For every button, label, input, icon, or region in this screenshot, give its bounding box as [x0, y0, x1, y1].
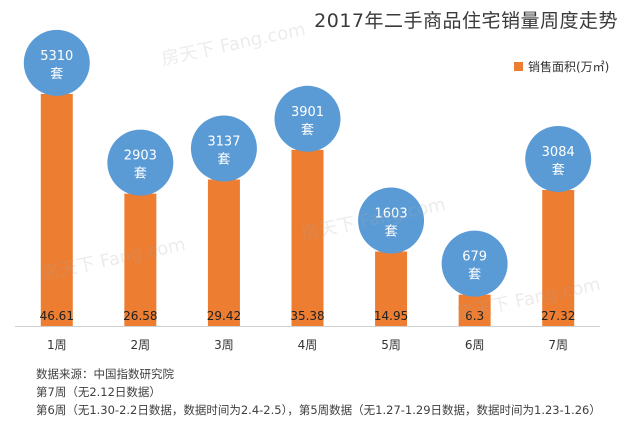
- count-unit-label: 套: [385, 224, 398, 240]
- bar-value-label: 6.3: [465, 309, 484, 323]
- count-value-label: 2903: [124, 149, 157, 164]
- count-bubble: [274, 85, 341, 152]
- count-bubble: [23, 29, 90, 96]
- count-value-label: 3137: [207, 134, 240, 149]
- bar: [375, 251, 408, 326]
- bar: [40, 93, 73, 326]
- bar: [542, 189, 575, 326]
- bar: [291, 149, 324, 326]
- bar-value-label: 26.58: [123, 309, 157, 323]
- x-tick-label: 2周: [131, 338, 151, 352]
- count-bubble: [441, 230, 508, 297]
- bar-value-label: 29.42: [207, 309, 241, 323]
- count-bubble: [358, 187, 425, 254]
- count-value-label: 1603: [375, 207, 408, 222]
- bar: [124, 193, 157, 326]
- x-tick-label: 3周: [214, 338, 234, 352]
- note-source: 数据来源：中国指数研究院: [36, 367, 174, 381]
- count-unit-label: 套: [552, 162, 565, 178]
- count-bubble: [107, 129, 174, 196]
- note-week6-5: 第6周（无1.30-2.2日数据，数据时间为2.4-2.5），第5周数据（无1.…: [36, 403, 601, 417]
- chart-title: 2017年二手商品住宅销量周度走势: [314, 10, 618, 32]
- count-bubble: [190, 115, 257, 182]
- x-tick-label: 5周: [381, 338, 401, 352]
- bar-value-label: 46.61: [40, 309, 74, 323]
- notes: 数据来源：中国指数研究院 第7周（无2.12日数据） 第6周（无1.30-2.2…: [36, 365, 601, 419]
- count-unit-label: 套: [301, 122, 314, 138]
- legend-swatch: [514, 62, 523, 71]
- count-bubble: [525, 125, 592, 192]
- bar-value-label: 14.95: [374, 309, 408, 323]
- x-tick-label: 6周: [465, 338, 485, 352]
- count-unit-label: 套: [50, 66, 63, 82]
- bar-value-label: 35.38: [290, 309, 324, 323]
- count-value-label: 5310: [40, 49, 73, 64]
- x-tick-label: 1周: [47, 338, 67, 352]
- legend-label: 销售面积(万㎡): [528, 60, 610, 74]
- count-unit-label: 套: [468, 267, 481, 283]
- bar-value-label: 27.32: [541, 309, 575, 323]
- count-unit-label: 套: [217, 151, 230, 167]
- note-week7: 第7周（无2.12日数据）: [36, 385, 161, 399]
- bar: [207, 179, 240, 326]
- x-tick-label: 4周: [298, 338, 318, 352]
- legend: 销售面积(万㎡): [514, 58, 609, 75]
- count-value-label: 3901: [291, 105, 324, 120]
- count-value-label: 679: [462, 250, 487, 265]
- count-unit-label: 套: [134, 166, 147, 182]
- count-value-label: 3084: [542, 145, 575, 160]
- bar: [458, 294, 491, 326]
- x-tick-label: 7周: [548, 338, 568, 352]
